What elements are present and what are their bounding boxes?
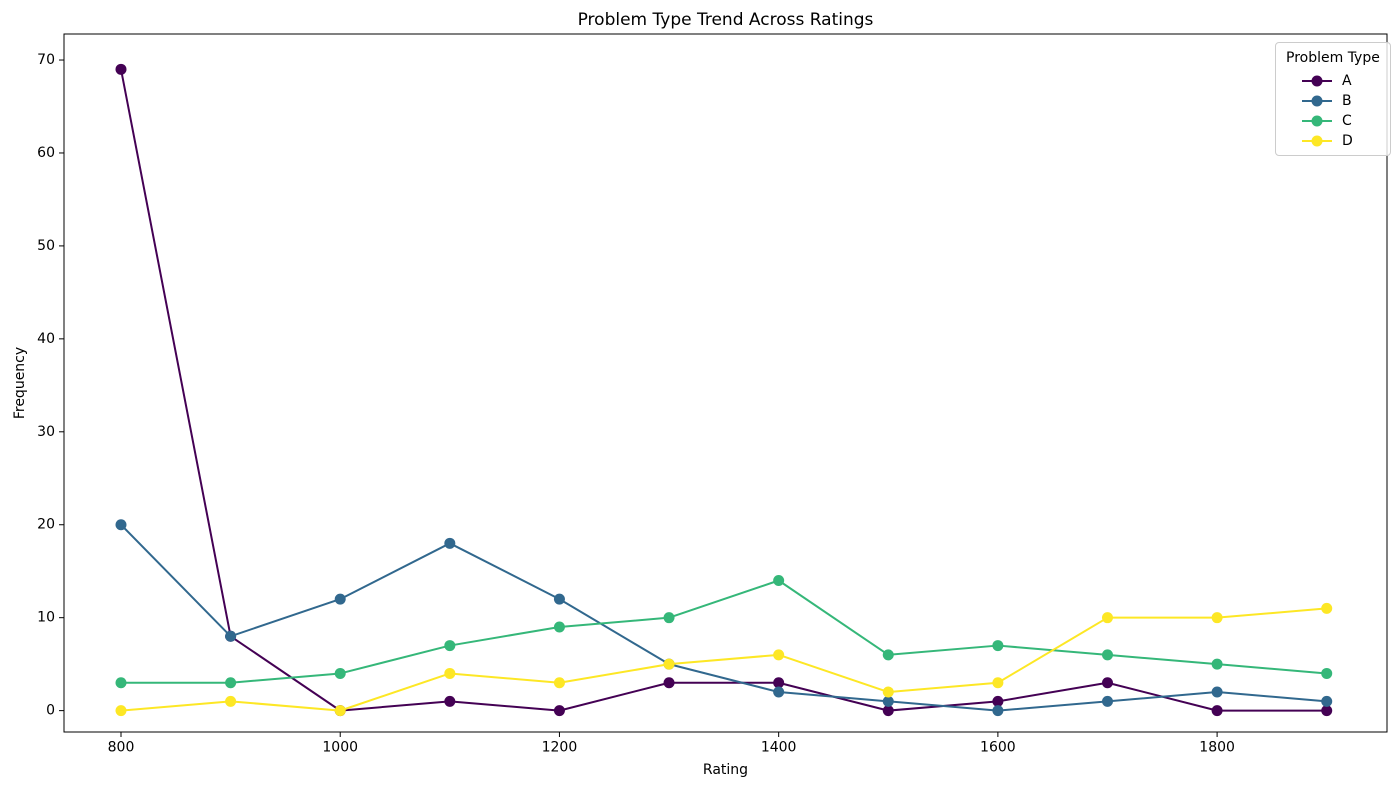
- point-C-1800: [1211, 658, 1223, 670]
- point-D-1000: [334, 705, 346, 717]
- point-D-1100: [444, 667, 456, 679]
- point-B-900: [225, 630, 237, 642]
- legend-item-D: D: [1302, 133, 1380, 149]
- point-B-1400: [773, 686, 785, 698]
- point-A-1600: [992, 695, 1004, 707]
- x-tick-label-1600: 1600: [980, 740, 1016, 756]
- point-C-900: [225, 677, 237, 689]
- point-C-800: [115, 677, 127, 689]
- legend-swatch-A-icon: [1302, 75, 1332, 87]
- point-B-1100: [444, 537, 456, 549]
- legend-label-B: B: [1342, 93, 1352, 109]
- point-D-1600: [992, 677, 1004, 689]
- point-C-1100: [444, 640, 456, 652]
- y-tick-label-50: 50: [37, 238, 55, 254]
- plot-border: [63, 33, 1388, 733]
- point-C-1200: [553, 621, 565, 633]
- point-A-1700: [1101, 677, 1113, 689]
- point-D-1900: [1321, 602, 1333, 614]
- y-axis-label: Frequency: [12, 346, 28, 420]
- legend-swatch-D-icon: [1302, 135, 1332, 147]
- series-line-A: [120, 69, 1327, 712]
- legend-item-C: C: [1302, 113, 1380, 129]
- legend-item-B: B: [1302, 93, 1380, 109]
- series-line-B: [120, 524, 1327, 712]
- point-A-1100: [444, 695, 456, 707]
- point-B-1500: [882, 695, 894, 707]
- y-tick-label-70: 70: [37, 52, 55, 68]
- series-line-C: [120, 579, 1327, 684]
- x-tick-label-1000: 1000: [322, 740, 358, 756]
- point-C-1600: [992, 640, 1004, 652]
- point-B-800: [115, 519, 127, 531]
- point-D-900: [225, 695, 237, 707]
- legend-title: Problem Type: [1286, 50, 1380, 66]
- point-D-1300: [663, 658, 675, 670]
- legend-label-C: C: [1342, 113, 1352, 129]
- point-A-1200: [553, 705, 565, 717]
- x-tick-label-800: 800: [108, 740, 135, 756]
- x-axis-label: Rating: [702, 762, 749, 778]
- point-C-1500: [882, 649, 894, 661]
- point-C-1400: [773, 575, 785, 587]
- legend-label-D: D: [1342, 133, 1353, 149]
- y-tick-label-40: 40: [37, 331, 55, 347]
- legend-item-A: A: [1302, 73, 1380, 89]
- point-A-1800: [1211, 705, 1223, 717]
- point-C-1000: [334, 667, 346, 679]
- y-tick-label-0: 0: [46, 703, 55, 719]
- point-D-1200: [553, 677, 565, 689]
- point-A-800: [115, 63, 127, 75]
- point-B-1200: [553, 593, 565, 605]
- point-D-1400: [773, 649, 785, 661]
- y-tick-label-30: 30: [37, 424, 55, 440]
- point-D-800: [115, 705, 127, 717]
- point-C-1900: [1321, 667, 1333, 679]
- point-B-1800: [1211, 686, 1223, 698]
- point-B-1900: [1321, 695, 1333, 707]
- y-tick-label-60: 60: [37, 145, 55, 161]
- point-A-1500: [882, 705, 894, 717]
- point-C-1700: [1101, 649, 1113, 661]
- point-A-1300: [663, 677, 675, 689]
- y-tick-label-10: 10: [37, 610, 55, 626]
- x-tick-label-1400: 1400: [761, 740, 797, 756]
- series-line-D: [120, 607, 1327, 712]
- point-B-1000: [334, 593, 346, 605]
- x-tick-label-1800: 1800: [1199, 740, 1235, 756]
- point-D-1800: [1211, 612, 1223, 624]
- x-tick-label-1200: 1200: [542, 740, 578, 756]
- point-B-1600: [992, 705, 1004, 717]
- legend-label-A: A: [1342, 73, 1352, 89]
- point-D-1700: [1101, 612, 1113, 624]
- chart-title: Problem Type Trend Across Ratings: [577, 10, 874, 30]
- point-A-1900: [1321, 705, 1333, 717]
- point-B-1700: [1101, 695, 1113, 707]
- legend-swatch-C-icon: [1302, 115, 1332, 127]
- point-C-1300: [663, 612, 675, 624]
- point-D-1500: [882, 686, 894, 698]
- y-tick-label-20: 20: [37, 517, 55, 533]
- legend-swatch-B-icon: [1302, 95, 1332, 107]
- point-A-1400: [773, 677, 785, 689]
